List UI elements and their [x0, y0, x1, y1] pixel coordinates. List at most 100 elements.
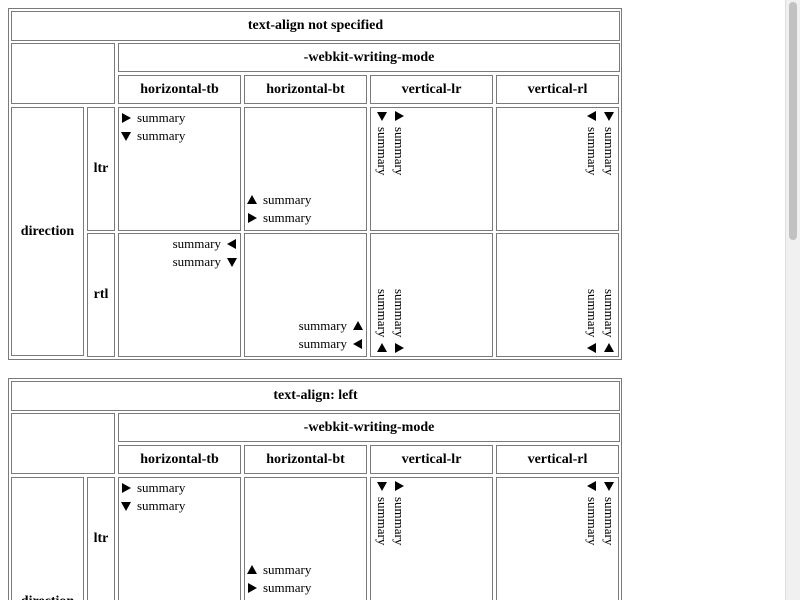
group-header: -webkit-writing-mode — [118, 413, 620, 442]
disclosure-triangle[interactable] — [587, 343, 597, 353]
disclosure-triangle[interactable] — [587, 111, 597, 121]
disclosure-triangle[interactable] — [604, 481, 614, 491]
summary[interactable]: summary — [137, 498, 186, 513]
column-header: vertical-rl — [496, 445, 619, 474]
group-header: -webkit-writing-mode — [118, 43, 620, 72]
details: summary — [173, 253, 237, 271]
disclosure-triangle[interactable] — [227, 239, 237, 249]
summary[interactable]: summary — [263, 580, 312, 595]
corner-cell — [11, 43, 115, 104]
summary[interactable]: summary — [137, 480, 186, 495]
cell: summary summary — [370, 107, 493, 231]
summary[interactable]: summary — [585, 497, 600, 546]
table-title: text-align not specified — [11, 11, 620, 41]
scrollbar[interactable] — [785, 0, 800, 600]
summary[interactable]: summary — [298, 318, 347, 333]
disclosure-triangle[interactable] — [121, 501, 131, 511]
details: summary — [391, 481, 407, 545]
details: summary — [584, 111, 600, 175]
details: summary — [247, 209, 311, 227]
disclosure-triangle[interactable] — [353, 321, 363, 331]
column-header: vertical-lr — [370, 445, 493, 474]
summary[interactable]: summary — [585, 288, 600, 337]
column-header: vertical-rl — [496, 75, 619, 104]
disclosure-triangle[interactable] — [247, 583, 257, 593]
cell: summary summary — [244, 233, 367, 357]
column-header: horizontal-tb — [118, 75, 241, 104]
summary[interactable]: summary — [137, 128, 186, 143]
disclosure-triangle[interactable] — [353, 339, 363, 349]
disclosure-triangle[interactable] — [121, 483, 131, 493]
summary[interactable]: summary — [375, 127, 390, 176]
summary[interactable]: summary — [602, 127, 617, 176]
scroll-thumb[interactable] — [789, 2, 797, 240]
summary[interactable]: summary — [137, 110, 186, 125]
details: summary — [121, 479, 185, 497]
disclosure-triangle[interactable] — [604, 343, 614, 353]
details: summary — [173, 235, 237, 253]
details: summary — [374, 481, 390, 545]
disclosure-triangle[interactable] — [394, 343, 404, 353]
disclosure-triangle[interactable] — [377, 111, 387, 121]
cell: summary summary — [370, 233, 493, 357]
corner-cell — [11, 413, 115, 474]
cell: summary summary — [370, 477, 493, 600]
row-header: ltr — [87, 107, 115, 231]
details: summary — [121, 127, 185, 145]
disclosure-triangle[interactable] — [394, 481, 404, 491]
summary[interactable]: summary — [263, 210, 312, 225]
disclosure-triangle[interactable] — [587, 481, 597, 491]
summary[interactable]: summary — [172, 236, 221, 251]
details: summary — [299, 317, 363, 335]
summary[interactable]: summary — [263, 562, 312, 577]
details: summary — [247, 579, 311, 597]
disclosure-triangle[interactable] — [247, 565, 257, 575]
details: summary — [374, 111, 390, 175]
row-header: rtl — [87, 233, 115, 357]
summary[interactable]: summary — [375, 288, 390, 337]
summary[interactable]: summary — [392, 288, 407, 337]
column-header: vertical-lr — [370, 75, 493, 104]
cell: summary summary — [496, 233, 619, 357]
disclosure-triangle[interactable] — [377, 481, 387, 491]
details: summary — [247, 561, 311, 579]
summary[interactable]: summary — [602, 497, 617, 546]
details: summary — [121, 109, 185, 127]
row-group-header: direction — [11, 477, 84, 600]
cell: summary summary — [244, 107, 367, 231]
cell: summary summary — [496, 477, 619, 600]
summary[interactable]: summary — [602, 288, 617, 337]
details: summary — [391, 289, 407, 353]
cell: summary summary — [496, 107, 619, 231]
details: summary — [601, 481, 617, 545]
summary[interactable]: summary — [375, 497, 390, 546]
details: summary — [584, 289, 600, 353]
details: summary — [121, 497, 185, 515]
summary[interactable]: summary — [172, 254, 221, 269]
cell: summary summary — [118, 107, 241, 231]
row-group-header: direction — [11, 107, 84, 356]
disclosure-triangle[interactable] — [121, 113, 131, 123]
column-header: horizontal-bt — [244, 445, 367, 474]
summary[interactable]: summary — [392, 497, 407, 546]
column-header: horizontal-bt — [244, 75, 367, 104]
disclosure-triangle[interactable] — [377, 343, 387, 353]
summary[interactable]: summary — [298, 336, 347, 351]
disclosure-triangle[interactable] — [247, 195, 257, 205]
disclosure-triangle[interactable] — [604, 111, 614, 121]
summary[interactable]: summary — [392, 127, 407, 176]
disclosure-triangle[interactable] — [121, 131, 131, 141]
summary[interactable]: summary — [585, 127, 600, 176]
disclosure-triangle[interactable] — [394, 111, 404, 121]
details: summary — [374, 289, 390, 353]
table-title: text-align: left — [11, 381, 620, 411]
summary[interactable]: summary — [263, 192, 312, 207]
details: summary — [247, 191, 311, 209]
cell: summary summary — [244, 477, 367, 600]
column-header: horizontal-tb — [118, 445, 241, 474]
details: summary — [601, 111, 617, 175]
disclosure-triangle[interactable] — [247, 213, 257, 223]
details: summary — [601, 289, 617, 353]
disclosure-triangle[interactable] — [227, 257, 237, 267]
